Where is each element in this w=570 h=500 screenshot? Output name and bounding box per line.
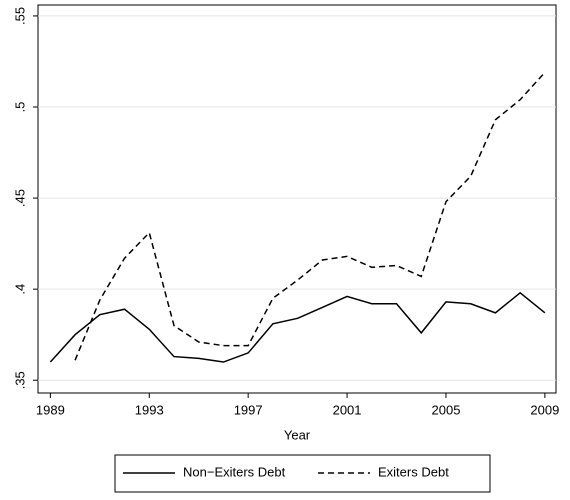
series-line	[74, 71, 546, 361]
y-tick-label: .5	[12, 102, 27, 113]
y-tick-label: .45	[12, 189, 27, 207]
x-tick-label: 1997	[234, 402, 263, 417]
series-line	[49, 291, 546, 363]
plot-frame	[37, 4, 557, 394]
legend-label: Exiters Debt	[378, 464, 449, 479]
x-tick-label: 1989	[36, 402, 65, 417]
x-tick-label: 2009	[530, 402, 559, 417]
y-tick-label: .55	[12, 7, 27, 25]
x-axis-label: Year	[284, 427, 311, 442]
x-tick-label: 2005	[432, 402, 461, 417]
x-tick-label: 1993	[135, 402, 164, 417]
y-tick-label: .4	[12, 284, 27, 295]
legend-box	[114, 454, 491, 493]
y-tick-label: .35	[12, 371, 27, 389]
legend-label: Non−Exiters Debt	[183, 464, 286, 479]
x-tick-label: 2001	[333, 402, 362, 417]
